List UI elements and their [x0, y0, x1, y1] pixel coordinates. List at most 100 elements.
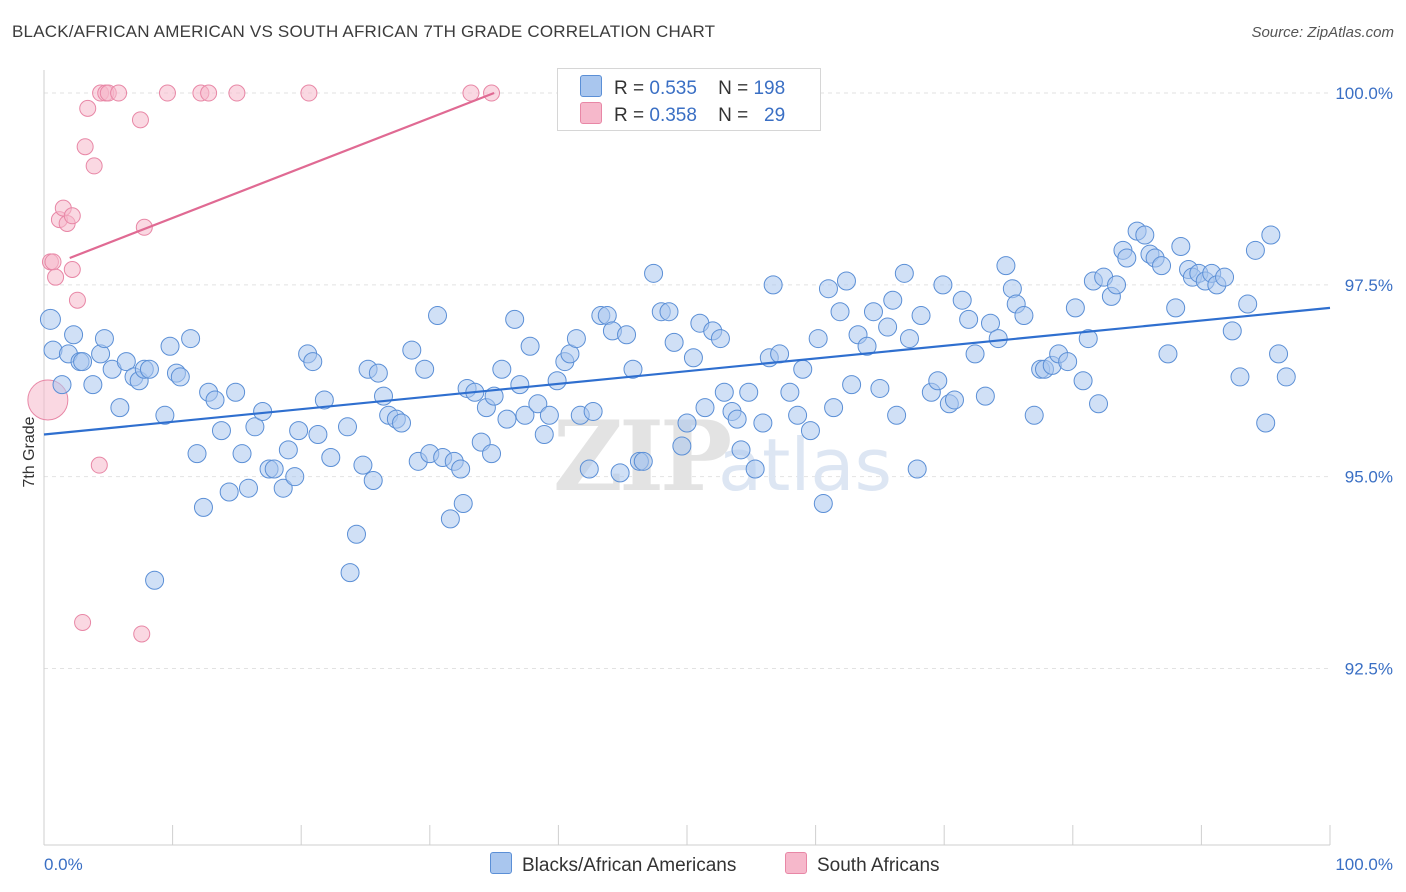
data-point: [710, 329, 730, 349]
data-point: [232, 444, 252, 464]
data-point: [79, 99, 97, 117]
data-point: [462, 84, 480, 102]
data-point: [583, 401, 603, 421]
legend-n-label: N =: [718, 78, 749, 99]
data-point: [453, 494, 473, 514]
data-point: [664, 332, 684, 352]
data-point: [763, 275, 783, 295]
data-point: [181, 329, 201, 349]
data-point: [63, 207, 81, 225]
data-point: [402, 340, 422, 360]
data-point: [47, 268, 65, 286]
legend-n-value: 198: [753, 78, 786, 99]
data-point: [745, 459, 765, 479]
data-point: [63, 261, 81, 279]
watermark: ZIP atlas: [553, 400, 892, 513]
data-point: [52, 375, 72, 395]
data-point: [911, 306, 931, 326]
data-point: [899, 329, 919, 349]
data-point: [160, 336, 180, 356]
data-point: [579, 459, 599, 479]
data-point: [887, 405, 907, 425]
data-point: [1135, 225, 1155, 245]
data-point: [944, 390, 964, 410]
data-point: [1269, 344, 1289, 364]
trend-line-south-africans: [69, 91, 495, 260]
legend-r-label: R =: [614, 105, 645, 126]
data-point: [303, 352, 323, 372]
legend-label-south-africans: South Africans: [817, 855, 940, 876]
data-point: [1024, 405, 1044, 425]
legend-swatch-blue: [580, 75, 602, 97]
data-point: [226, 382, 246, 402]
data-point: [440, 509, 460, 529]
data-point: [428, 306, 448, 326]
data-point: [68, 291, 86, 309]
data-point: [1089, 394, 1109, 414]
y-tick-label: 92.5%: [1345, 660, 1393, 679]
series-south-africans: [27, 84, 501, 643]
data-point: [878, 317, 898, 337]
legend-swatch-pink: [580, 102, 602, 124]
data-point: [808, 329, 828, 349]
data-point: [1166, 298, 1186, 318]
data-point: [883, 290, 903, 310]
series-blacks-african-americans: [39, 221, 1296, 590]
data-point: [539, 405, 559, 425]
data-point: [857, 336, 877, 356]
data-point: [770, 344, 790, 364]
data-point: [492, 359, 512, 379]
data-point: [368, 363, 388, 383]
legend-n-value: 29: [764, 105, 786, 126]
data-point: [610, 463, 630, 483]
legend-row-pink: R = 0.358 N = 29: [580, 102, 785, 126]
legend-swatch-blue: [490, 852, 512, 874]
data-point: [285, 467, 305, 487]
data-point: [116, 352, 136, 372]
data-point: [980, 313, 1000, 333]
data-point: [515, 405, 535, 425]
data-point: [714, 382, 734, 402]
x-tick-label: 100.0%: [1335, 855, 1393, 874]
data-point: [870, 378, 890, 398]
data-point: [1073, 371, 1093, 391]
data-point: [566, 329, 586, 349]
data-point: [90, 456, 108, 474]
data-point: [94, 329, 114, 349]
data-point: [145, 570, 165, 590]
data-point: [788, 405, 808, 425]
data-point: [273, 478, 293, 498]
data-point: [278, 440, 298, 460]
data-point: [300, 84, 318, 102]
data-point: [74, 613, 92, 631]
data-point: [451, 459, 471, 479]
data-point: [346, 524, 366, 544]
legend-item-blacks: Blacks/African Americans: [490, 852, 736, 877]
y-axis-label: 7th Grade: [21, 416, 38, 487]
data-point: [1152, 256, 1172, 276]
data-point: [1256, 413, 1276, 433]
data-point: [824, 398, 844, 418]
data-point: [158, 84, 176, 102]
data-point: [633, 451, 653, 471]
data-point: [965, 344, 985, 364]
data-point: [133, 625, 151, 643]
data-point: [739, 382, 759, 402]
data-point: [193, 497, 213, 517]
data-point: [952, 290, 972, 310]
data-point: [818, 279, 838, 299]
data-point: [836, 271, 856, 291]
data-point: [200, 84, 218, 102]
data-point: [534, 424, 554, 444]
data-point: [245, 417, 265, 437]
data-point: [205, 390, 225, 410]
data-point: [219, 482, 239, 502]
data-point: [314, 390, 334, 410]
data-point: [73, 352, 93, 372]
legend-label-blacks: Blacks/African Americans: [522, 855, 737, 876]
tick-labels: 92.5% 95.0% 97.5% 100.0% 0.0% 100.0%: [44, 84, 1393, 874]
data-point: [659, 302, 679, 322]
legend-r-value: 0.358: [649, 105, 697, 126]
legend-r-label: R =: [614, 78, 645, 99]
legend-row-blue: R = 0.535 N = 198: [580, 75, 785, 99]
